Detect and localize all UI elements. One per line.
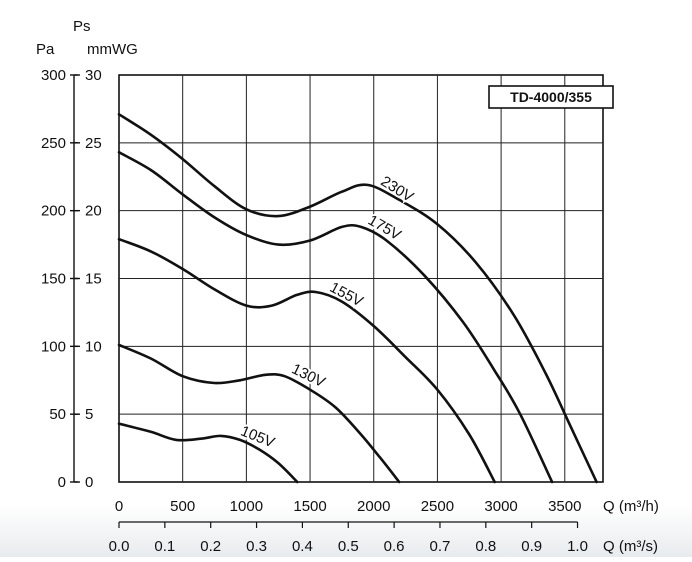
curve-105V	[117, 422, 299, 484]
y-tick-label-mmwg: 30	[85, 67, 102, 84]
x-axis-unit-m3h: Q (m³/h)	[603, 498, 659, 515]
x-axis-unit-m3s: Q (m³/s)	[603, 538, 658, 555]
x-tick-label-m3s: 1.0	[567, 538, 588, 555]
x-tick-label-m3s: 0.2	[200, 538, 221, 555]
y-tick-label-mmwg: 15	[85, 271, 102, 288]
y-tick-label-pa: 250	[41, 135, 66, 152]
x-tick-label-m3h: 2000	[357, 498, 390, 515]
x-tick-label-m3s: 0.3	[246, 538, 267, 555]
y-tick-label-pa: 200	[41, 203, 66, 220]
x-tick-label-m3h: 0	[115, 498, 123, 515]
x-tick-label-m3s: 0.6	[384, 538, 405, 555]
y-tick-label-mmwg: 0	[85, 474, 93, 491]
x-tick-label-m3s: 0.7	[430, 538, 451, 555]
axes	[70, 74, 579, 528]
x-tick-label-m3s: 0.8	[475, 538, 496, 555]
y-tick-label-pa: 150	[41, 271, 66, 288]
y-tick-label-mmwg: 10	[85, 338, 102, 355]
x-tick-label-m3h: 2500	[421, 498, 454, 515]
y-tick-label-mmwg: 20	[85, 203, 102, 220]
chart-title: TD-4000/355	[510, 89, 592, 105]
curve-230V	[117, 113, 598, 484]
y-tick-label-pa: 100	[41, 338, 66, 355]
bottom-shade	[0, 505, 692, 557]
y-tick-label-pa: 300	[41, 67, 66, 84]
x-tick-label-m3s: 0.5	[338, 538, 359, 555]
x-tick-label-m3s: 0.9	[521, 538, 542, 555]
x-tick-label-m3h: 1500	[293, 498, 326, 515]
y-axis-title: Ps	[73, 18, 91, 35]
curve-175V	[117, 151, 554, 484]
y-left-unit: Pa	[36, 41, 55, 58]
curve-155V	[117, 237, 496, 484]
curve-130V	[117, 343, 401, 484]
y-tick-label-mmwg: 25	[85, 135, 102, 152]
x-tick-label-m3h: 500	[170, 498, 195, 515]
y-tick-label-pa: 0	[58, 474, 66, 491]
title-box: TD-4000/355	[488, 85, 614, 109]
series	[117, 113, 598, 484]
x-tick-label-m3h: 3000	[484, 498, 517, 515]
x-tick-label-m3s: 0.4	[292, 538, 313, 555]
x-tick-label-m3s: 0.0	[109, 538, 130, 555]
y-tick-label-pa: 50	[49, 406, 66, 423]
y-right-unit: mmWG	[87, 41, 138, 58]
x-tick-label-m3h: 3500	[548, 498, 581, 515]
x-tick-label-m3h: 1000	[230, 498, 263, 515]
y-tick-label-mmwg: 5	[85, 406, 93, 423]
x-tick-label-m3s: 0.1	[154, 538, 175, 555]
